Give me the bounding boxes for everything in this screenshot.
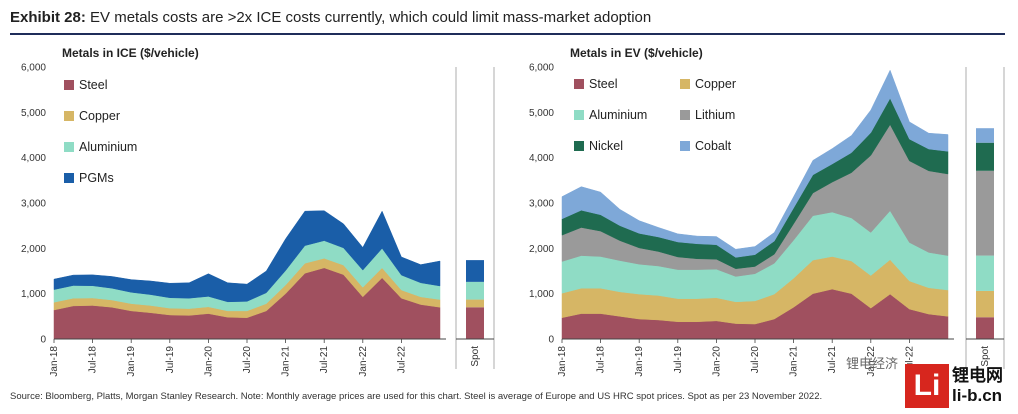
- legend-label-copper: Copper: [79, 109, 120, 123]
- y-tick-label: 1,000: [529, 289, 554, 300]
- legend-swatch-pgms: [64, 173, 74, 183]
- legend-swatch-nickel: [574, 141, 584, 151]
- legend-swatch-aluminium: [64, 142, 74, 152]
- x-tick-label: Jan-22: [866, 346, 877, 377]
- watermark-url: li-b.cn: [952, 386, 1003, 405]
- x-tick-label: Jan-18: [49, 346, 60, 377]
- x-tick-label: Jan-19: [126, 346, 137, 377]
- y-tick-label: 2,000: [21, 244, 46, 255]
- spot-bar-cobalt: [976, 128, 994, 143]
- x-tick-label: Jan-22: [358, 346, 369, 377]
- header-divider: [10, 33, 1005, 35]
- spot-bar-steel: [976, 317, 994, 339]
- exhibit-title-text: EV metals costs are >2x ICE costs curren…: [90, 9, 652, 26]
- x-tick-label: Jul-22: [904, 346, 915, 374]
- spot-bar-steel: [466, 307, 484, 339]
- legend-label-steel: Steel: [589, 77, 618, 91]
- legend-swatch-copper: [64, 111, 74, 121]
- legend-swatch-lithium: [680, 110, 690, 120]
- x-tick-label: Jul-22: [396, 346, 407, 374]
- y-tick-label: 6,000: [529, 63, 554, 74]
- spot-bar-copper: [976, 290, 994, 318]
- legend-label-nickel: Nickel: [589, 139, 623, 153]
- y-tick-label: 4,000: [21, 153, 46, 164]
- legend-swatch-cobalt: [680, 141, 690, 151]
- watermark-text: 锂电网 li-b.cn: [952, 366, 1003, 406]
- watermark-logo-icon: Li: [905, 364, 949, 408]
- x-tick-label: Jul-19: [673, 346, 684, 374]
- y-tick-label: 4,000: [529, 153, 554, 164]
- y-tick-label: 3,000: [529, 199, 554, 210]
- y-tick-label: 0: [548, 335, 554, 346]
- x-tick-label: Jul-20: [242, 346, 253, 374]
- legend-swatch-steel: [574, 79, 584, 89]
- spot-label: Spot: [470, 346, 481, 367]
- area-cobalt: [561, 69, 949, 258]
- spot-bar-pgms: [466, 260, 484, 282]
- x-tick-label: Jan-18: [557, 346, 568, 377]
- source-note: Source: Bloomberg, Platts, Morgan Stanle…: [10, 391, 823, 402]
- x-tick-label: Jan-21: [281, 346, 292, 377]
- x-tick-label: Jan-19: [634, 346, 645, 377]
- ice-chart-title: Metals in ICE ($/vehicle): [62, 46, 199, 60]
- x-tick-label: Jul-19: [165, 346, 176, 374]
- x-tick-label: Jul-21: [827, 346, 838, 374]
- x-tick-label: Jul-18: [88, 346, 99, 374]
- y-tick-label: 2,000: [529, 244, 554, 255]
- spot-bar-copper: [466, 299, 484, 308]
- spot-label: Spot: [980, 346, 991, 367]
- x-tick-label: Jan-21: [789, 346, 800, 377]
- legend-swatch-aluminium: [574, 110, 584, 120]
- legend-label-lithium: Lithium: [695, 108, 735, 122]
- x-tick-label: Jul-18: [596, 346, 607, 374]
- watermark-channel-text: 锂电经济: [846, 356, 899, 371]
- ev-chart-title: Metals in EV ($/vehicle): [570, 46, 703, 60]
- x-tick-label: Jan-20: [711, 346, 722, 377]
- spot-bar-aluminium: [466, 281, 484, 300]
- legend-label-copper: Copper: [695, 77, 736, 91]
- x-tick-label: Jan-20: [203, 346, 214, 377]
- legend-swatch-steel: [64, 80, 74, 90]
- watermark-cn: 锂电网: [952, 366, 1003, 385]
- y-tick-label: 6,000: [21, 63, 46, 74]
- y-tick-label: 3,000: [21, 199, 46, 210]
- exhibit-title: Exhibit 28: EV metals costs are >2x ICE …: [10, 9, 651, 26]
- legend-label-aluminium: Aluminium: [589, 108, 647, 122]
- area-pgms: [53, 210, 441, 303]
- y-tick-label: 1,000: [21, 289, 46, 300]
- legend-label-aluminium: Aluminium: [79, 140, 137, 154]
- y-tick-label: 5,000: [529, 108, 554, 119]
- legend-label-steel: Steel: [79, 78, 108, 92]
- spot-bar-nickel: [976, 142, 994, 171]
- spot-bar-aluminium: [976, 255, 994, 291]
- y-tick-label: 0: [40, 335, 46, 346]
- legend-swatch-copper: [680, 79, 690, 89]
- y-tick-label: 5,000: [21, 108, 46, 119]
- x-tick-label: Jul-20: [750, 346, 761, 374]
- spot-bar-lithium: [976, 170, 994, 256]
- legend-label-pgms: PGMs: [79, 171, 114, 185]
- legend-label-cobalt: Cobalt: [695, 139, 732, 153]
- x-tick-label: Jul-21: [319, 346, 330, 374]
- exhibit-label: Exhibit 28:: [10, 9, 86, 26]
